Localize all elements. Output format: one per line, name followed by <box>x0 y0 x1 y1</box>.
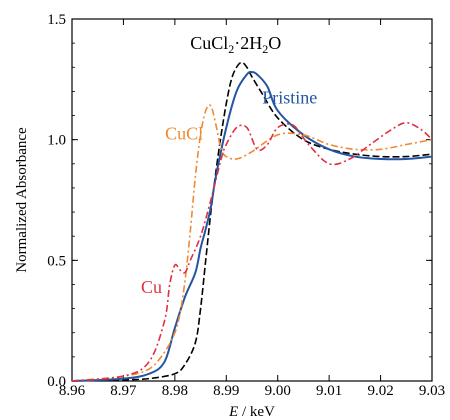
x-tick-label: 9.02 <box>367 383 393 399</box>
label-subscript: 2 <box>228 42 234 56</box>
series-label: Cu <box>141 277 162 297</box>
series-label: Pristine <box>262 87 317 107</box>
y-axis-label: Normalized Absorbance <box>14 127 30 273</box>
label-subscript: 2 <box>262 42 268 56</box>
x-tick-label: 8.98 <box>162 383 188 399</box>
series-line-1 <box>71 61 433 382</box>
x-axis-label-unit: / keV <box>238 404 275 420</box>
plot-frame <box>71 18 433 382</box>
x-tick-label: 9.01 <box>316 383 342 399</box>
x-axis-label: E / keV <box>228 404 275 420</box>
series-line-3 <box>71 104 433 382</box>
label-text: CuCl <box>190 33 228 53</box>
x-tick-label: 8.97 <box>110 383 137 399</box>
y-tick-label: 1.5 <box>47 12 66 28</box>
series-line-2 <box>71 71 433 382</box>
series-label: CuCl2·2H2O <box>190 33 281 56</box>
series-line-4 <box>71 121 433 382</box>
x-tick-label: 9.03 <box>419 383 445 399</box>
y-tick-label: 1.0 <box>47 133 66 149</box>
series-lines <box>71 61 433 382</box>
label-text: ·2H <box>234 33 262 53</box>
x-axis-label-symbol: E <box>228 404 238 420</box>
y-tick-label: 0.0 <box>47 374 66 390</box>
x-tick-label: 9.00 <box>265 383 291 399</box>
axis-ticks: 8.96 8.97 8.98 8.99 9.00 9.01 9.02 9.03 0.0 0.5 1.… <box>47 12 445 399</box>
y-tick-label: 0.5 <box>47 253 66 269</box>
series-label: CuCl <box>165 124 203 144</box>
x-tick-label: 8.96 <box>59 383 86 399</box>
x-tick-label: 8.99 <box>213 383 239 399</box>
label-text: O <box>268 33 281 53</box>
